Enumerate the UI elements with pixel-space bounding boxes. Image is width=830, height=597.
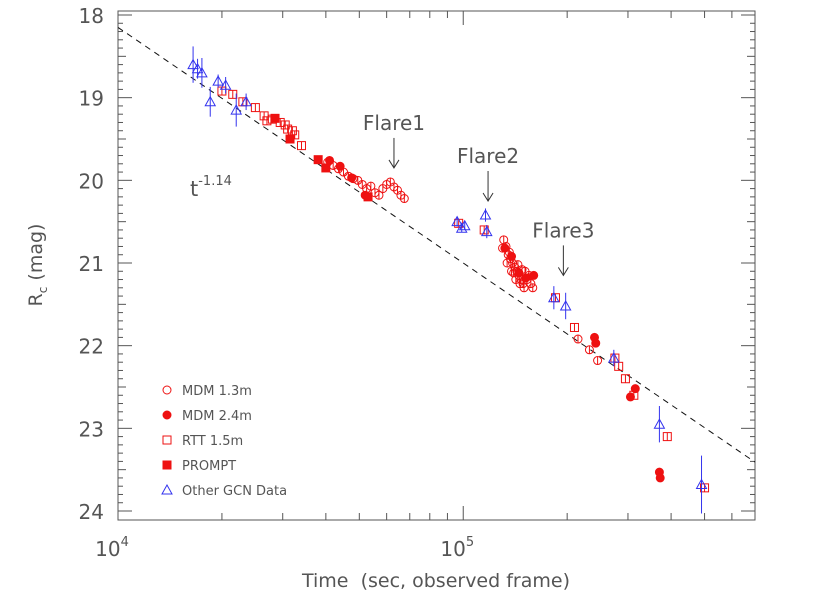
fit-line (117, 26, 756, 463)
fit-label: t-1.14 (190, 174, 232, 201)
data-point (547, 291, 560, 303)
data-point (519, 283, 529, 293)
data-point (529, 270, 539, 280)
data-point (191, 62, 204, 74)
power-law-fit (117, 26, 756, 463)
data-point (285, 134, 295, 144)
data-point (653, 418, 666, 429)
data-point (479, 209, 492, 220)
flare-annotations: Flare1 Flare2 Flare3 (363, 111, 594, 277)
data-point (695, 478, 708, 490)
data-point (591, 338, 601, 348)
data-point (228, 89, 238, 99)
data-point (629, 390, 639, 400)
x-tick-label: 104 (95, 535, 129, 561)
data-point (521, 273, 531, 283)
legend-label: MDM 2.4m (182, 409, 252, 424)
data-point (502, 258, 512, 268)
fit-label-base: t (190, 177, 198, 201)
data-point (280, 120, 290, 130)
legend: MDM 1.3m MDM 2.4m RTT 1.5m PROMPT Other GCN … (161, 384, 287, 499)
y-axis-label: Rc (mag) (25, 224, 50, 307)
legend-marker (162, 460, 172, 470)
data-point (363, 192, 373, 202)
data-point (212, 75, 224, 86)
axis-ticks (117, 11, 756, 520)
data-point (321, 163, 331, 173)
data-point (196, 66, 208, 78)
data-point (514, 268, 524, 278)
flare-arrow-head (482, 192, 494, 202)
y-axis-label-rest: (mag) (25, 224, 47, 287)
axis-tick-labels: 18 19 20 21 22 23 24 104 105 (79, 4, 475, 561)
y-tick-label: 21 (79, 252, 104, 276)
data-point (366, 181, 376, 191)
data-point (607, 352, 620, 363)
data-point (451, 215, 463, 227)
data-point (313, 155, 323, 165)
flare-arrow-head (557, 267, 569, 277)
data-point (559, 299, 572, 311)
legend-marker (162, 410, 172, 420)
data-point (458, 219, 471, 231)
data-point (396, 190, 406, 200)
data-point (250, 103, 260, 113)
y-axis-label-main: R (25, 293, 47, 306)
y-tick-label: 24 (79, 500, 104, 524)
data-point (347, 173, 357, 183)
y-tick-label: 23 (79, 417, 104, 441)
data-point (526, 279, 536, 289)
y-tick-label: 18 (79, 4, 104, 28)
data-point (374, 190, 384, 200)
data-point (270, 113, 280, 123)
data-point (296, 141, 306, 151)
data-point (584, 345, 594, 355)
data-point (399, 194, 409, 204)
legend-label: MDM 1.3m (182, 384, 252, 399)
data-point (620, 374, 630, 384)
data-point (219, 79, 232, 90)
x-axis-label: Time (sec, observed frame) (301, 570, 570, 592)
flare-arrow-head (388, 159, 400, 169)
data-point (500, 243, 510, 253)
data-point (662, 432, 672, 442)
data-point (240, 95, 252, 107)
legend-label: PROMPT (182, 459, 236, 474)
y-axis-label-subscript: c (36, 287, 50, 294)
legend-label: Other GCN Data (182, 484, 287, 499)
data-point (630, 384, 640, 394)
y-tick-label: 20 (79, 169, 104, 193)
legend-marker (162, 435, 172, 445)
data-point (335, 161, 345, 171)
plot-frame (117, 10, 756, 521)
flare-label: Flare3 (532, 218, 594, 242)
data-point (569, 322, 579, 332)
fit-label-exponent: -1.14 (198, 174, 232, 189)
data-point (187, 58, 199, 70)
data-points (187, 46, 710, 514)
data-point (480, 225, 493, 237)
legend-marker (162, 385, 172, 395)
data-point (593, 356, 603, 366)
flare-label: Flare1 (363, 111, 425, 135)
data-point (655, 473, 665, 483)
data-point (325, 155, 335, 165)
y-tick-label: 19 (79, 87, 104, 111)
data-point (507, 251, 517, 261)
data-point (528, 283, 538, 293)
data-point (230, 104, 243, 115)
data-point (573, 334, 583, 344)
legend-label: RTT 1.5m (182, 434, 243, 449)
flare-label: Flare2 (457, 144, 519, 168)
legend-marker (161, 483, 173, 495)
data-point (204, 95, 217, 107)
y-tick-label: 22 (79, 335, 104, 359)
data-point (700, 483, 710, 493)
x-tick-label: 105 (440, 535, 474, 561)
